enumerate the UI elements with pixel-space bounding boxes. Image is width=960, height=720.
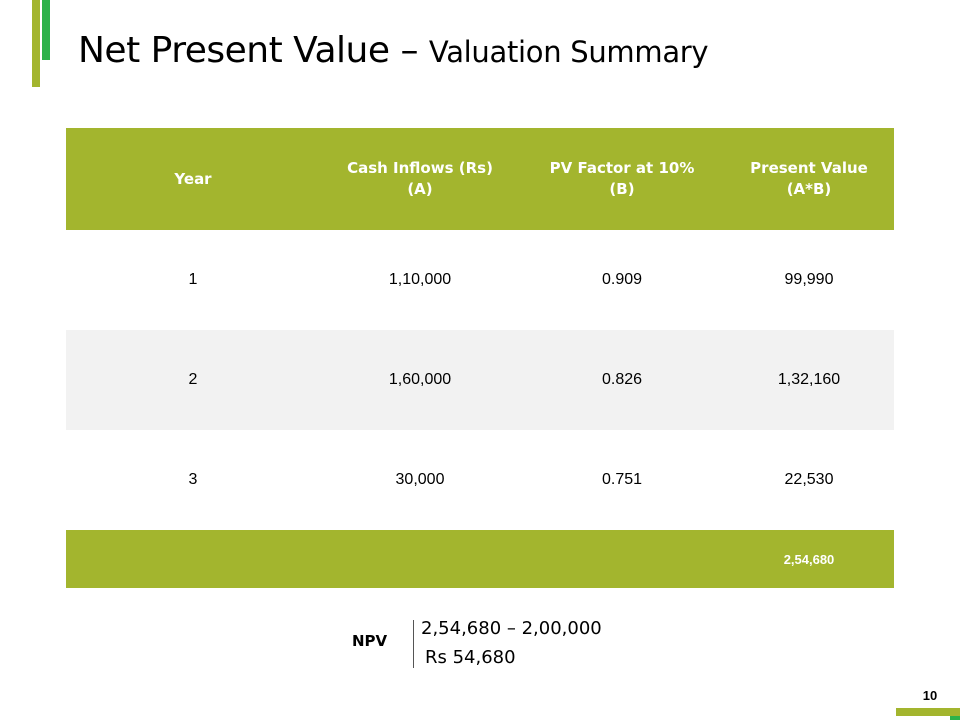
cell-cash-inflow: 1,60,000 [388, 371, 452, 388]
header-present-value-sub: (A*B) [786, 180, 832, 198]
header-pv-factor: PV Factor at 10% (B) [520, 158, 724, 200]
table-row: 3 30,000 0.751 22,530 [66, 430, 894, 530]
accent-bar-green [42, 0, 50, 60]
header-year-label: Year [174, 169, 212, 188]
title-main: Net Present Value – [78, 30, 429, 71]
page-number: 10 [922, 688, 938, 703]
npv-divider [413, 620, 414, 668]
header-year: Year [66, 169, 320, 190]
cell-pv-factor: 0.826 [601, 371, 643, 388]
header-cash-inflows: Cash Inflows (Rs) (A) [320, 158, 520, 200]
header-pv-factor-label: PV Factor at 10% [549, 159, 695, 177]
cell-pv-factor: 0.751 [601, 471, 643, 488]
cell-present-value: 22,530 [784, 471, 834, 488]
accent-bar-olive [32, 0, 40, 87]
header-pv-factor-sub: (B) [609, 180, 635, 198]
header-cash-inflows-sub: (A) [407, 180, 433, 198]
cell-cash-inflow: 30,000 [395, 471, 445, 488]
cell-pv-factor: 0.909 [601, 271, 643, 288]
cell-present-value: 99,990 [784, 271, 834, 288]
table-total-row: 2,54,680 [66, 530, 894, 588]
cell-cash-inflow: 1,10,000 [388, 271, 452, 288]
total-present-value: 2,54,680 [783, 551, 835, 567]
header-present-value-label: Present Value [750, 159, 868, 177]
npv-label: NPV [352, 632, 388, 650]
valuation-table: Year Cash Inflows (Rs) (A) PV Factor at … [66, 128, 894, 588]
title-sub: Valuation Summary [428, 35, 709, 69]
table-row: 1 1,10,000 0.909 99,990 [66, 230, 894, 330]
table-header-row: Year Cash Inflows (Rs) (A) PV Factor at … [66, 128, 894, 230]
npv-result: Rs 54,680 [425, 647, 516, 668]
corner-accent-bar [896, 708, 960, 716]
table-row: 2 1,60,000 0.826 1,32,160 [66, 330, 894, 430]
cell-present-value: 1,32,160 [777, 371, 841, 388]
npv-calculation: 2,54,680 – 2,00,000 [421, 618, 602, 639]
corner-accent-cap [950, 716, 960, 720]
cell-year: 2 [188, 371, 198, 388]
header-cash-inflows-label: Cash Inflows (Rs) [347, 159, 493, 177]
header-present-value: Present Value (A*B) [724, 158, 894, 200]
cell-year: 3 [188, 471, 198, 488]
cell-year: 1 [188, 271, 198, 288]
page-title: Net Present Value – Valuation Summary [78, 30, 709, 71]
